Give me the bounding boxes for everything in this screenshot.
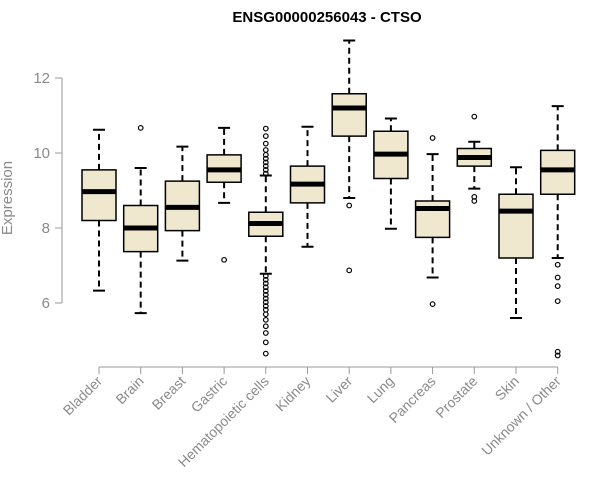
outlier-point (346, 267, 353, 274)
box-group (81, 128, 117, 292)
box-group (122, 124, 159, 315)
outlier-point (262, 295, 269, 302)
outlier-point (137, 124, 144, 131)
x-tick-label: Skin (492, 373, 523, 404)
x-tick-label: Prostate (432, 373, 480, 421)
box-group (331, 39, 367, 274)
outlier-point (554, 298, 561, 305)
outlier-point (554, 261, 561, 268)
outlier-point (262, 155, 269, 162)
outlier-point (262, 291, 269, 298)
outlier-point (262, 140, 269, 147)
box-iqr (331, 93, 367, 137)
plot-area (81, 39, 576, 359)
outlier-point (554, 283, 561, 290)
box-group (206, 126, 242, 263)
outlier-point (471, 198, 478, 204)
x-tick-label: Brain (112, 373, 146, 407)
outlier-point (262, 159, 269, 166)
outlier-point (262, 151, 269, 158)
outlier-point (554, 348, 561, 355)
box-group (164, 145, 201, 262)
outlier-point (262, 273, 269, 279)
outlier-point (262, 147, 269, 153)
box-group (289, 125, 326, 248)
outlier-point (262, 323, 269, 330)
outlier-point (262, 288, 269, 294)
outlier-point (554, 274, 561, 281)
outlier-point (262, 163, 269, 170)
box-iqr (498, 193, 534, 259)
box-group (456, 113, 493, 204)
outlier-point (262, 125, 269, 132)
box-group (248, 125, 284, 357)
x-tick-label: Lung (364, 373, 397, 406)
outlier-point (429, 135, 436, 141)
outlier-point (471, 113, 478, 120)
outlier-point (346, 202, 353, 209)
outlier-point (429, 301, 436, 308)
y-tick-label: 6 (42, 295, 50, 312)
outlier-point (262, 299, 269, 306)
outlier-point (262, 133, 269, 140)
outlier-point (262, 276, 269, 283)
outlier-point (262, 280, 269, 287)
outlier-point (262, 350, 269, 357)
outlier-point (221, 256, 228, 263)
y-tick-label: 8 (42, 220, 50, 237)
outlier-point (262, 170, 269, 177)
outlier-point (262, 303, 269, 309)
x-tick-label: Unknown / Other (478, 373, 564, 459)
outlier-point (554, 352, 561, 359)
box-group (414, 135, 451, 308)
y-tick-label: 12 (33, 70, 50, 87)
outlier-point (262, 339, 269, 346)
box-group (498, 166, 534, 319)
outlier-point (262, 330, 269, 336)
y-axis-label: Expression (0, 161, 16, 235)
x-tick-label: Bladder (60, 373, 106, 419)
chart-title: ENSG00000256043 - CTSO (232, 9, 422, 26)
x-tick-label: Liver (323, 373, 356, 406)
outlier-point (262, 166, 269, 173)
box-group (373, 117, 409, 230)
x-tick-label: Breast (149, 373, 189, 413)
outlier-point (262, 316, 269, 323)
box-group (539, 105, 576, 359)
x-tick-label: Kidney (272, 373, 314, 415)
outlier-point (262, 284, 269, 291)
y-tick-label: 10 (33, 145, 50, 162)
outlier-point (262, 311, 269, 318)
box-iqr (81, 169, 117, 222)
